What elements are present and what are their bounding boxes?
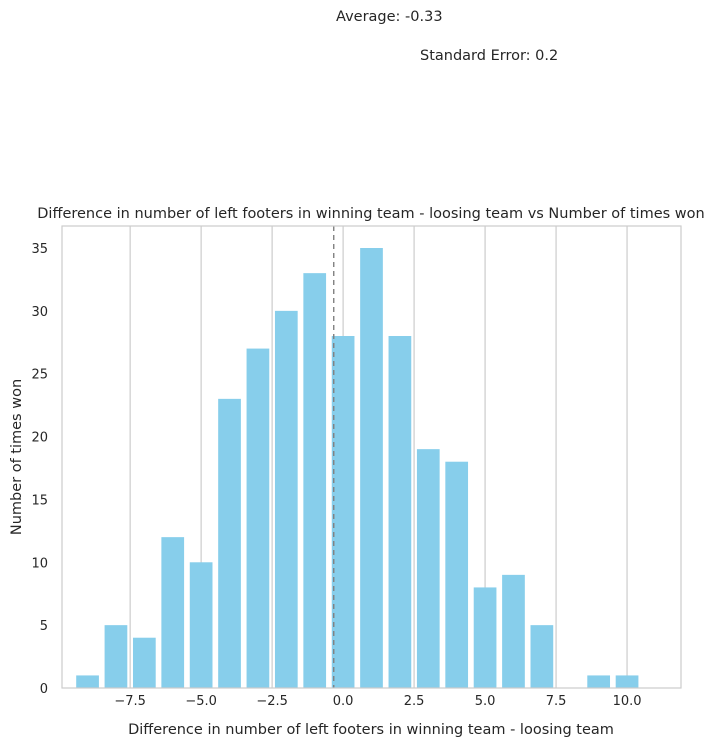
bar — [189, 562, 213, 688]
y-tick-labels: 0 5 10 15 20 25 30 35 — [31, 242, 48, 697]
x-tick-label: 7.5 — [546, 694, 567, 709]
bar — [360, 248, 383, 688]
bar — [76, 675, 99, 688]
bar — [388, 336, 412, 688]
y-tick-label: 10 — [31, 556, 48, 571]
x-tick-label: −2.5 — [256, 694, 288, 709]
bar — [303, 273, 327, 688]
bar — [416, 449, 440, 688]
bar — [104, 625, 128, 688]
x-axis-label: Difference in number of left footers in … — [128, 722, 614, 738]
y-tick-label: 0 — [40, 682, 48, 697]
bar — [274, 310, 298, 688]
plot-frame — [61, 225, 682, 689]
y-tick-label: 25 — [31, 368, 48, 383]
x-tick-label: 0.0 — [333, 694, 354, 709]
y-tick-label: 30 — [31, 305, 48, 320]
bar — [161, 537, 185, 688]
x-tick-label: −7.5 — [114, 694, 146, 709]
bar — [530, 625, 554, 688]
x-grid-lines — [129, 226, 628, 688]
bars — [76, 248, 639, 688]
y-tick-label: 35 — [31, 242, 48, 257]
bar — [587, 675, 611, 688]
bar — [218, 398, 241, 688]
average-annotation: Average: -0.33 — [336, 9, 443, 25]
bar — [331, 336, 355, 688]
x-tick-label: 5.0 — [475, 694, 496, 709]
bar — [132, 637, 156, 688]
chart-title: Difference in number of left footers in … — [37, 206, 704, 222]
x-tick-label: −5.0 — [185, 694, 217, 709]
bar — [615, 675, 639, 688]
x-tick-label: 10.0 — [613, 694, 642, 709]
bar — [246, 348, 270, 688]
bar — [445, 461, 469, 688]
bar — [502, 574, 525, 688]
x-tick-label: 2.5 — [404, 694, 425, 709]
y-tick-label: 5 — [40, 619, 48, 634]
y-tick-label: 15 — [31, 493, 48, 508]
standard-error-annotation: Standard Error: 0.2 — [420, 48, 558, 64]
y-tick-label: 20 — [31, 431, 48, 446]
x-tick-labels: −7.5 −5.0 −2.5 0.0 2.5 5.0 7.5 10.0 — [114, 694, 641, 709]
bar — [473, 587, 497, 688]
y-axis-label: Number of times won — [9, 379, 25, 535]
